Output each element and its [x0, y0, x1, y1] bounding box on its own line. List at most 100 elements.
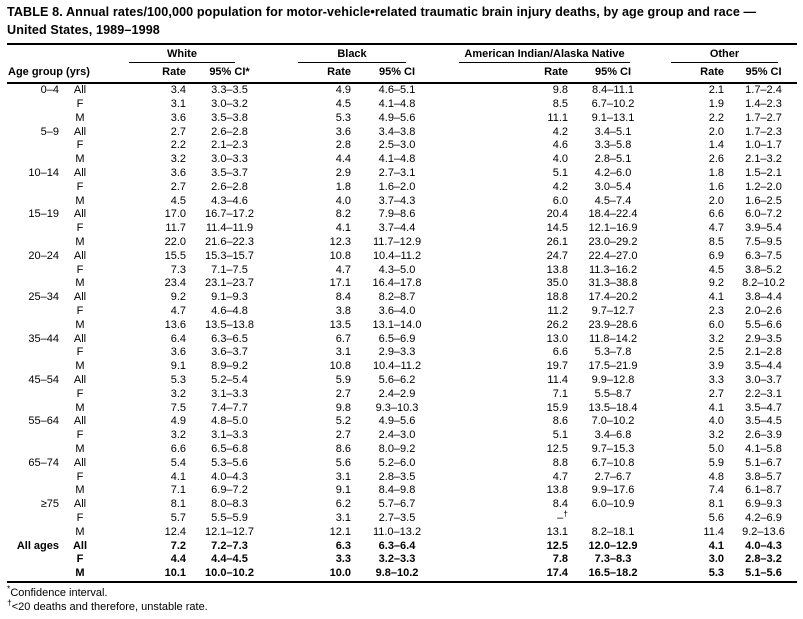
black-ci-cell: 4.1–4.8	[378, 153, 416, 166]
sex-cell: M	[75, 236, 85, 249]
white-ci-cell: 10.0–10.2	[192, 567, 267, 583]
other-ci-cell: 4.0–4.3	[745, 539, 782, 552]
black-rate-cell: 9.8	[335, 401, 351, 414]
aian-ci-cell: 8.2–18.1	[591, 525, 635, 538]
footnote-unstable-rate-text: <20 deaths and therefore, unstable rate.	[11, 601, 208, 614]
aian-rate-cell: 11.2	[547, 305, 568, 317]
white-rate-cell: 2.7	[170, 180, 186, 193]
aian-rate-cell: 11.4	[547, 373, 568, 386]
black-ci-cell: 2.4–3.0	[378, 429, 416, 442]
black-rate-cell: 12.3	[329, 236, 351, 249]
white-ci-cell: 7.1–7.5	[211, 263, 248, 276]
other-ci-cell: 2.0–2.6	[745, 305, 782, 317]
white-ci-cell: 3.0–3.3	[211, 153, 248, 166]
sex-cell: M	[75, 525, 85, 538]
other-ci-cell: 1.5–2.1	[745, 167, 782, 180]
group-header-white-label: White	[129, 48, 235, 64]
other-ci-cell: 5.1–6.7	[745, 456, 782, 469]
white-ci-cell: 8.0–8.3	[211, 498, 248, 511]
other-rate-cell: 1.4	[708, 139, 724, 152]
black-rate-cell: 3.1	[335, 346, 351, 359]
aian-ci-cell: 16.5–18.2	[574, 567, 652, 583]
white-rate-cell: 5.3	[170, 373, 186, 386]
aian-ci-cell: 2.7–6.7	[594, 470, 632, 483]
black-ci-cell: 4.9–5.6	[378, 111, 416, 124]
table-row: 10–14 All 3.6 3.5–3.7 2.9 2.7–3.1 5.1 4.2–6.0 1.…	[7, 167, 797, 181]
white-rate-cell: 3.2	[170, 387, 186, 400]
white-rate-cell: 7.3	[170, 263, 186, 276]
aian-ci-cell: 3.3–5.8	[594, 139, 632, 152]
black-ci-cell: 7.9–8.6	[378, 208, 416, 221]
other-rate-cell: 4.1	[708, 401, 724, 414]
table-row: 45–54 All 5.3 5.2–5.4 5.9 5.6–6.2 11.4 9.9–12.8…	[7, 374, 797, 388]
table-row: F 4.1 4.0–4.3 3.1 2.8–3.5 4.7 2.7–6.7 4.8 3.8–5.…	[7, 471, 797, 485]
other-ci-cell: 1.7–2.3	[745, 125, 782, 138]
sex-cell: M	[75, 111, 85, 124]
aian-rate-cell: 13.1	[546, 525, 568, 538]
age-cell	[7, 139, 63, 153]
black-rate-cell: 17.1	[329, 277, 351, 290]
sex-cell: All	[73, 332, 87, 345]
age-cell	[7, 236, 63, 250]
table-row: M 3.2 3.0–3.3 4.4 4.1–4.8 4.0 2.8–5.1 2.6 2.1–3.…	[7, 153, 797, 167]
group-header-other: Other	[652, 44, 797, 64]
black-ci-cell: 4.6–5.1	[378, 84, 416, 97]
black-ci-cell: 5.7–6.7	[378, 498, 416, 511]
age-cell: 20–24	[28, 249, 59, 262]
black-ci-cell: 4.9–5.6	[378, 415, 416, 428]
white-rate-cell: 4.1	[170, 470, 186, 483]
other-rate-cell: 2.7	[708, 387, 724, 400]
aian-rate-cell: 7.1	[552, 387, 568, 400]
sex-cell: M	[75, 484, 85, 497]
black-rate-cell: 13.5	[329, 318, 351, 331]
white-rate-cell: 6.4	[170, 332, 186, 345]
aian-ci-cell: 6.7–10.8	[591, 456, 635, 469]
white-ci-cell: 2.6–2.8	[211, 180, 248, 193]
white-ci-cell: 5.2–5.4	[211, 373, 248, 386]
black-ci-cell: 2.5–3.0	[378, 139, 416, 152]
other-rate-cell: 5.6	[708, 511, 724, 524]
black-ci-cell: 2.7–3.5	[378, 511, 416, 524]
sex-cell: M	[63, 567, 97, 583]
table-row: F 2.2 2.1–2.3 2.8 2.5–3.0 4.6 3.3–5.8 1.4 1.0–1.…	[7, 139, 797, 153]
age-cell	[7, 553, 63, 567]
black-ci-cell: 9.8–10.2	[357, 567, 437, 583]
sex-cell: M	[75, 360, 85, 373]
dagger-marker: †	[7, 597, 12, 608]
age-cell: 45–54	[28, 373, 59, 386]
table-row: 55–64 All 4.9 4.8–5.0 5.2 4.9–5.6 8.6 7.0–10.2 4…	[7, 415, 797, 429]
white-ci-cell: 6.3–6.5	[211, 332, 248, 345]
black-rate-cell: 3.8	[335, 305, 351, 317]
age-cell	[7, 567, 63, 583]
other-ci-cell: 1.6–2.5	[745, 194, 782, 207]
aian-rate-cell: 15.9	[546, 401, 568, 414]
sex-cell: F	[76, 346, 84, 359]
aian-ci-header: 95% CI	[574, 63, 652, 85]
other-rate-cell: 3.2	[708, 332, 724, 345]
white-ci-cell: 6.5–6.8	[211, 442, 248, 455]
other-ci-cell: 2.1–3.2	[745, 153, 782, 166]
sex-cell: All	[73, 167, 87, 180]
black-ci-cell: 4.1–4.8	[378, 98, 416, 111]
age-cell	[7, 195, 63, 209]
sex-cell: All	[73, 498, 87, 511]
white-ci-cell: 3.1–3.3	[211, 387, 248, 400]
dagger-marker: †	[563, 508, 568, 519]
white-rate-cell: 6.6	[170, 442, 186, 455]
aian-ci-cell: 7.0–10.2	[591, 415, 635, 428]
sex-cell: All	[73, 208, 87, 221]
white-rate-cell: 4.4	[170, 553, 186, 566]
aian-ci-cell: 22.4–27.0	[588, 249, 638, 262]
data-table: White Black American Indian/Alaska Nativ…	[7, 43, 797, 583]
other-rate-header: Rate	[652, 63, 730, 85]
other-rate-cell: 3.2	[708, 429, 724, 442]
aian-rate-cell: 8.8	[552, 456, 568, 469]
aian-ci-cell: 7.3–8.3	[594, 553, 632, 566]
aian-ci-cell: 4.2–6.0	[594, 167, 632, 180]
black-rate-cell: 4.9	[335, 84, 351, 97]
aian-ci-cell: 13.5–18.4	[588, 401, 638, 414]
black-rate-cell: 4.5	[335, 98, 351, 111]
age-cell	[7, 512, 63, 526]
aian-rate-cell: 5.1	[552, 167, 568, 180]
